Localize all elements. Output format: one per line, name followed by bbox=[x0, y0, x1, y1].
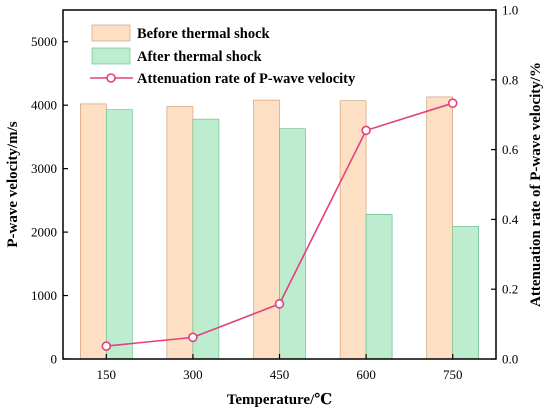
y-tick-label: 1000 bbox=[31, 288, 57, 303]
y2-tick-label: 0.0 bbox=[502, 352, 518, 367]
y2-tick-label: 0.4 bbox=[502, 212, 519, 227]
bar-before-750 bbox=[426, 96, 454, 360]
x-axis-title: Temperature/℃ bbox=[227, 392, 332, 408]
y2-tick-label: 0.2 bbox=[502, 282, 518, 297]
attenuation-point-150 bbox=[101, 341, 112, 351]
attenuation-point-750 bbox=[447, 98, 458, 108]
attenuation-point-600 bbox=[361, 125, 371, 136]
line-layer bbox=[101, 98, 458, 351]
y2-axis-title: Attenuation rate of P-wave velocity/% bbox=[528, 62, 544, 307]
y-axis-title: P-wave velocity/m/s bbox=[5, 121, 21, 247]
x-tick-label: 150 bbox=[97, 367, 117, 382]
x-tick-label: 450 bbox=[270, 367, 290, 382]
y2-tick-label: 0.8 bbox=[502, 72, 518, 87]
bar-after-600 bbox=[365, 214, 393, 360]
legend-swatch-before bbox=[91, 24, 131, 42]
y-tick-label: 2000 bbox=[31, 225, 57, 240]
y-tick-label: 5000 bbox=[31, 34, 57, 49]
bar-before-300 bbox=[166, 106, 194, 360]
bar-before-450 bbox=[253, 99, 280, 360]
y2-tick-label: 0.6 bbox=[502, 142, 519, 157]
bars-layer bbox=[80, 96, 480, 360]
y-tick-label: 3000 bbox=[31, 161, 57, 176]
legend-label-before: Before thermal shock bbox=[137, 26, 271, 42]
bar-after-150 bbox=[106, 109, 133, 360]
bar-after-300 bbox=[192, 118, 220, 360]
attenuation-point-300 bbox=[188, 332, 198, 343]
attenuation-point-450 bbox=[274, 299, 285, 309]
y-tick-label: 4000 bbox=[31, 98, 57, 113]
x-tick-label: 300 bbox=[183, 367, 203, 382]
legend-marker-attenuation bbox=[106, 73, 116, 83]
bar-before-600 bbox=[339, 100, 367, 360]
y2-tick-label: 1.0 bbox=[502, 3, 518, 18]
bar-after-750 bbox=[452, 226, 480, 360]
x-tick-label: 600 bbox=[356, 367, 376, 382]
legend-label-attenuation: Attenuation rate of P-wave velocity bbox=[137, 71, 356, 87]
bar-after-450 bbox=[279, 128, 306, 360]
legend-label-after: After thermal shock bbox=[137, 49, 263, 65]
x-tick-label: 750 bbox=[443, 367, 463, 382]
y-tick-label: 0 bbox=[51, 352, 58, 367]
bar-before-150 bbox=[80, 103, 107, 360]
ticks-layer: 150 300 450 600 750 0 1000 2000 3000 4000 5000 0.0 0… bbox=[31, 3, 519, 383]
legend-swatch-after bbox=[91, 47, 131, 65]
legend: Before thermal shock After thermal shock… bbox=[90, 24, 356, 87]
